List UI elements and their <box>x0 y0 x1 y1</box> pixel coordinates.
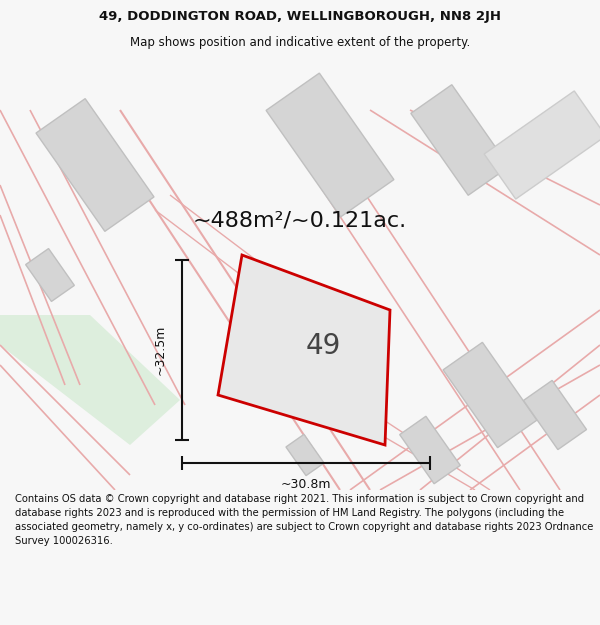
Polygon shape <box>411 85 509 195</box>
Polygon shape <box>443 342 537 447</box>
Text: ~488m²/~0.121ac.: ~488m²/~0.121ac. <box>193 210 407 230</box>
Polygon shape <box>523 381 587 449</box>
Polygon shape <box>484 91 600 199</box>
Text: Contains OS data © Crown copyright and database right 2021. This information is : Contains OS data © Crown copyright and d… <box>15 494 593 546</box>
Polygon shape <box>36 99 154 231</box>
Polygon shape <box>218 255 390 445</box>
Text: 49, DODDINGTON ROAD, WELLINGBOROUGH, NN8 2JH: 49, DODDINGTON ROAD, WELLINGBOROUGH, NN8… <box>99 10 501 23</box>
Polygon shape <box>286 434 324 476</box>
Polygon shape <box>26 249 74 301</box>
Text: 49: 49 <box>306 332 341 360</box>
Text: Map shows position and indicative extent of the property.: Map shows position and indicative extent… <box>130 36 470 49</box>
Text: ~30.8m: ~30.8m <box>281 479 331 491</box>
Polygon shape <box>0 315 180 445</box>
Polygon shape <box>400 416 460 484</box>
Text: ~32.5m: ~32.5m <box>154 325 167 375</box>
Polygon shape <box>266 73 394 217</box>
